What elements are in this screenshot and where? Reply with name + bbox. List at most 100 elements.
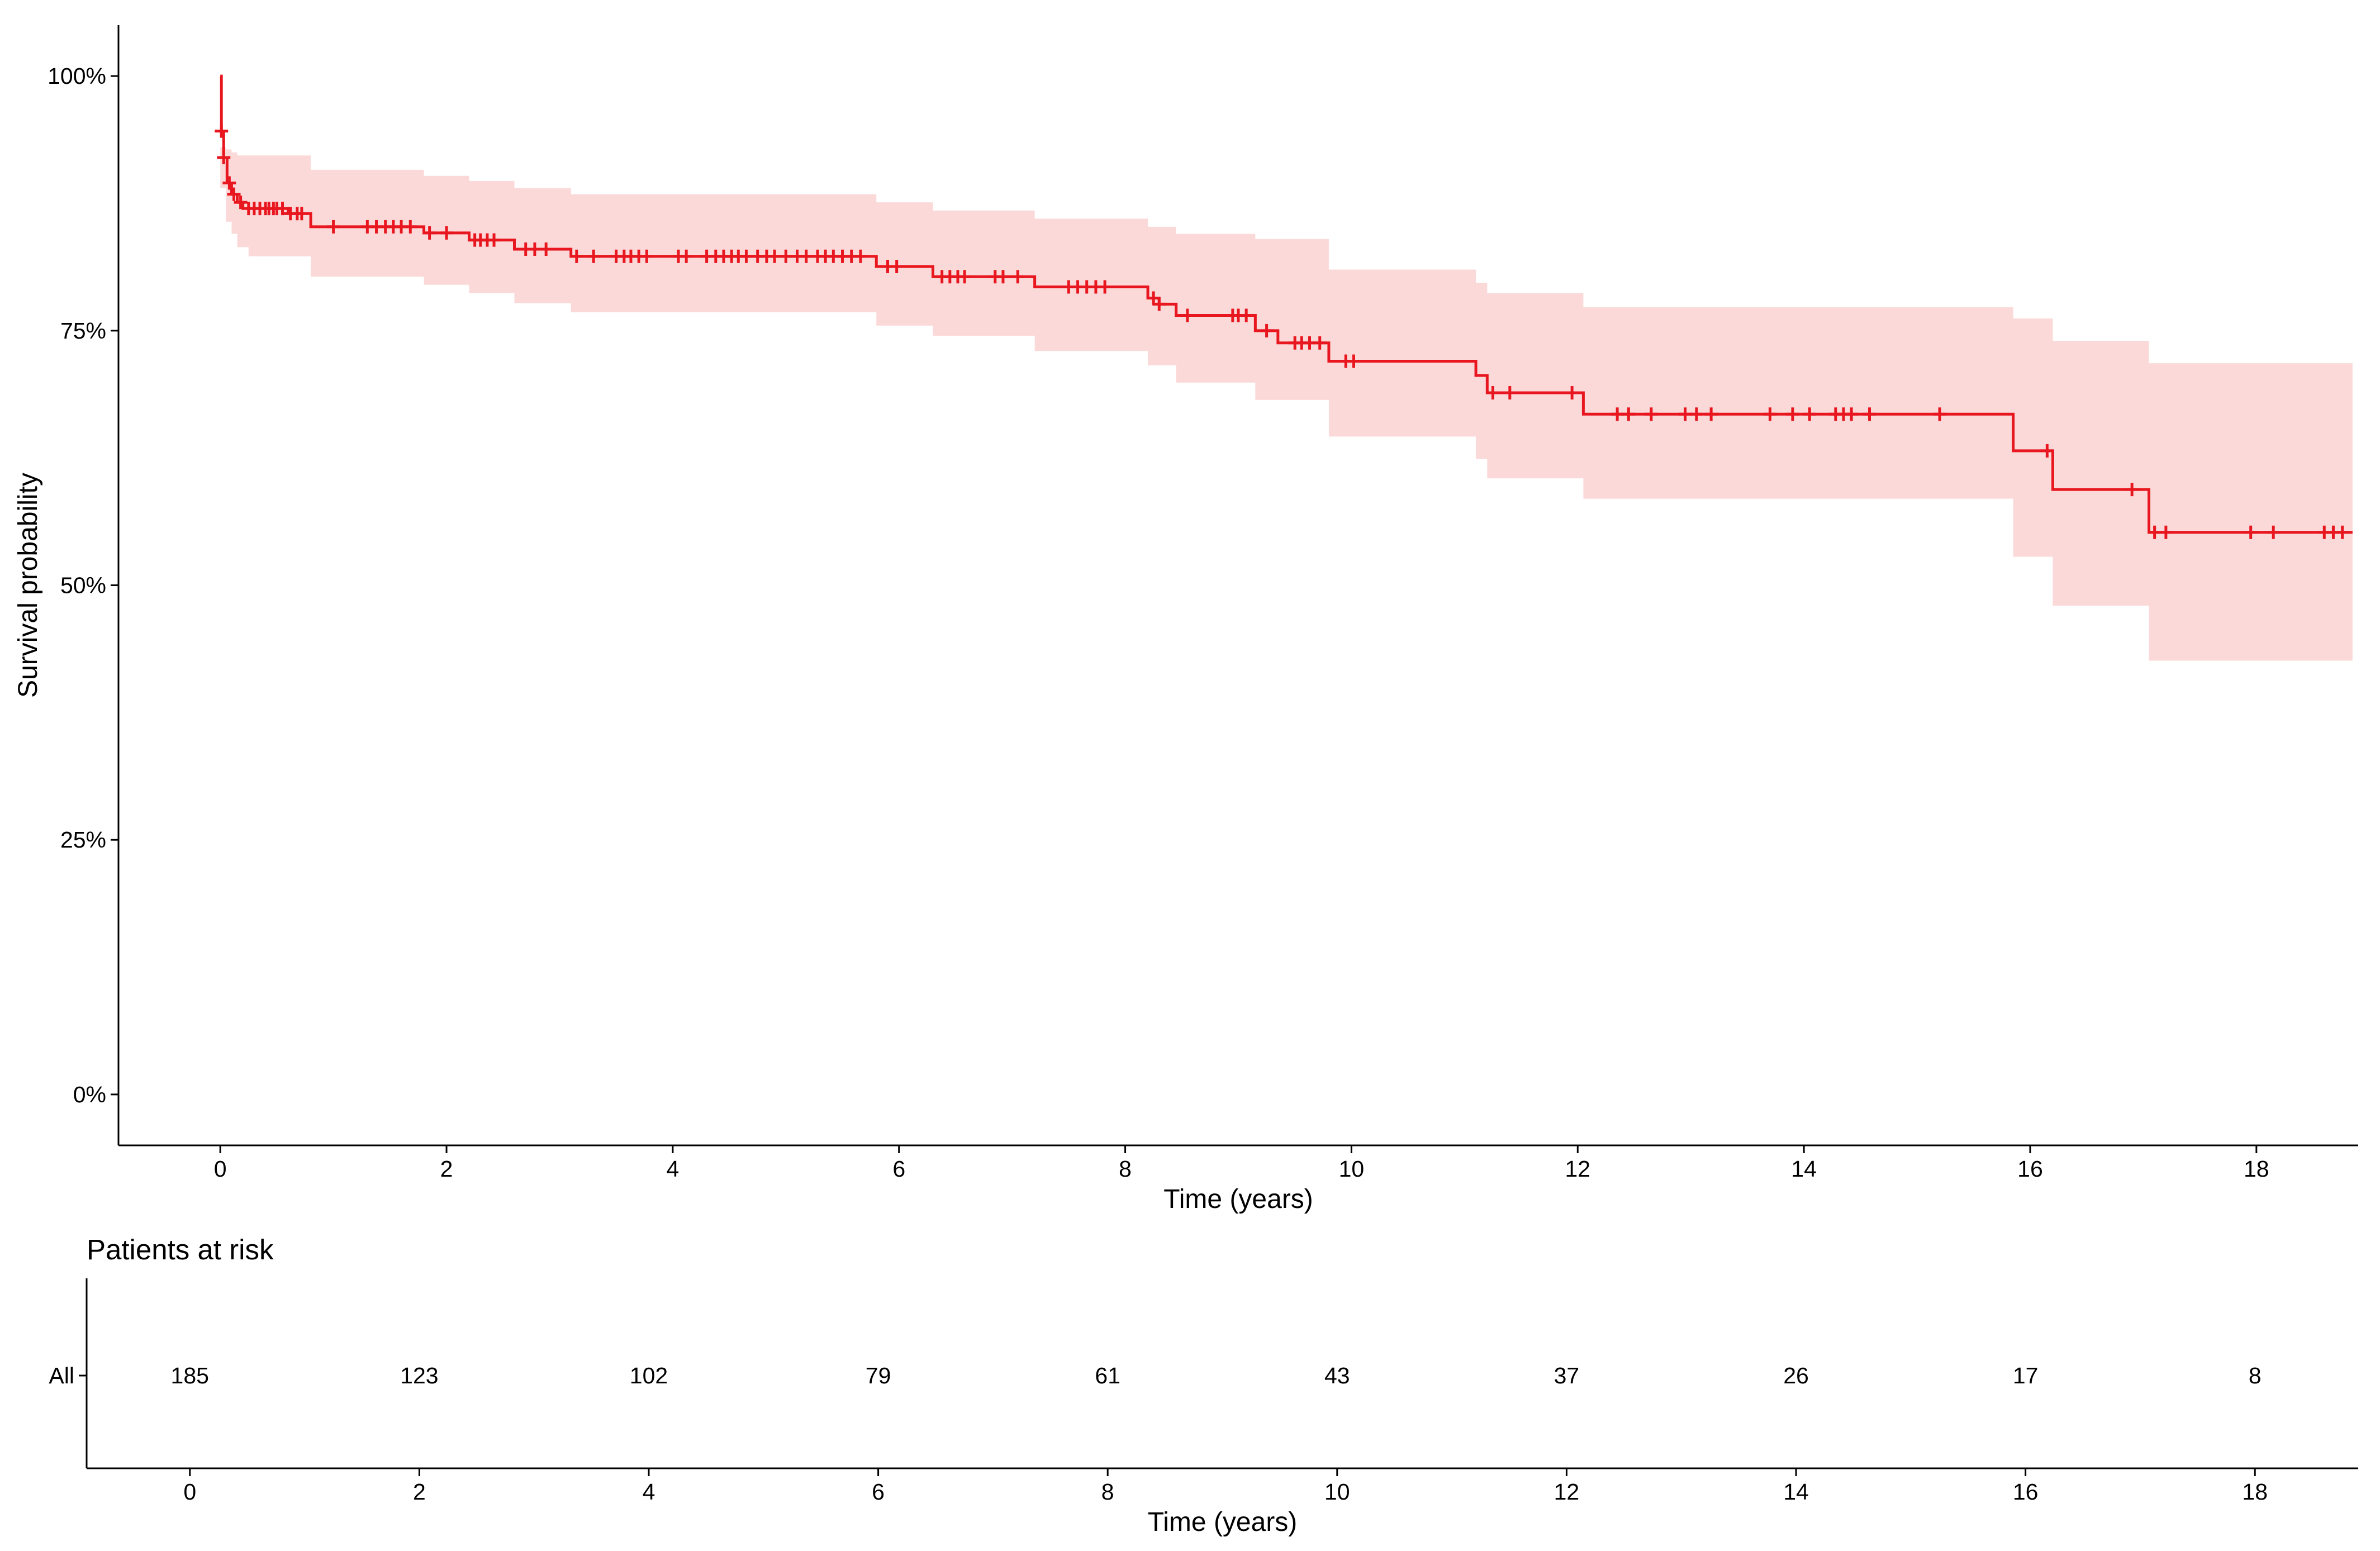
survival-plot: 0% 25% 50% 75% 100% 0 2 4 6 8 10 12 14 16 18 Time (ye… <box>13 25 2358 1214</box>
x-tick-label: 4 <box>666 1156 679 1182</box>
risk-x-tick-label: 14 <box>1783 1479 1809 1505</box>
censor-mark <box>768 249 782 263</box>
y-tick-label: 0% <box>73 1082 106 1107</box>
censor-mark <box>853 249 867 263</box>
censor-mark <box>1347 354 1361 368</box>
risk-x-tick-label: 6 <box>872 1479 885 1505</box>
censor-mark <box>958 270 972 284</box>
censor-mark <box>234 196 248 210</box>
risk-count: 8 <box>2249 1363 2262 1388</box>
x-tick-label: 14 <box>1791 1156 1817 1182</box>
censor-mark <box>799 249 813 263</box>
x-tick-label: 8 <box>1119 1156 1132 1182</box>
censor-mark <box>403 220 417 234</box>
censor-mark <box>2267 525 2281 539</box>
y-tick-label: 25% <box>60 827 106 853</box>
censor-mark <box>1565 386 1579 400</box>
y-tick-label: 50% <box>60 573 106 598</box>
risk-count: 37 <box>1554 1363 1580 1388</box>
censor-mark <box>2125 483 2139 497</box>
censor-mark <box>1239 308 1253 322</box>
censor-mark <box>326 220 340 234</box>
censor-mark <box>1644 407 1658 421</box>
censor-mark <box>779 249 793 263</box>
risk-x-tick-label: 10 <box>1324 1479 1350 1505</box>
censor-mark <box>890 259 904 273</box>
y-axis-ticks: 0% 25% 50% 75% 100% <box>47 63 118 1107</box>
censor-mark <box>1152 297 1166 311</box>
censor-mark <box>1689 407 1703 421</box>
risk-table: Patients at risk All 185 123 102 79 61 43 37 26… <box>49 1234 2358 1537</box>
censor-mark <box>1011 270 1025 284</box>
censor-mark <box>222 176 236 190</box>
risk-count: 43 <box>1324 1363 1350 1388</box>
risk-x-tick-label: 16 <box>2013 1479 2039 1505</box>
risk-x-tick-label: 4 <box>643 1479 655 1505</box>
risk-x-tick-label: 18 <box>2242 1479 2268 1505</box>
censor-mark <box>1803 407 1817 421</box>
x-tick-label: 10 <box>1339 1156 1365 1182</box>
censor-mark <box>2335 525 2349 539</box>
censor-mark <box>1611 407 1624 421</box>
x-axis-title: Time (years) <box>1163 1184 1313 1214</box>
censor-mark <box>1933 407 1947 421</box>
risk-x-tick-label: 12 <box>1554 1479 1580 1505</box>
censor-mark <box>227 187 241 201</box>
x-tick-label: 6 <box>892 1156 905 1182</box>
risk-x-tick-label: 0 <box>183 1479 196 1505</box>
censor-mark <box>2040 444 2054 458</box>
x-tick-label: 16 <box>2017 1156 2043 1182</box>
censor-mark <box>996 270 1010 284</box>
risk-table-title: Patients at risk <box>87 1234 274 1265</box>
censor-mark <box>528 242 541 256</box>
y-tick-label: 100% <box>47 63 106 89</box>
x-tick-label: 2 <box>440 1156 453 1182</box>
censor-marks <box>215 124 2349 539</box>
risk-count: 185 <box>171 1363 209 1388</box>
censor-mark <box>640 249 654 263</box>
censor-mark <box>1785 407 1799 421</box>
censor-mark <box>294 207 308 221</box>
risk-x-tick-label: 2 <box>413 1479 426 1505</box>
risk-row-label: All <box>49 1363 74 1388</box>
censor-mark <box>1678 407 1692 421</box>
censor-mark <box>2148 525 2162 539</box>
risk-count: 26 <box>1783 1363 1809 1388</box>
risk-count: 61 <box>1095 1363 1120 1388</box>
risk-counts: 185 123 102 79 61 43 37 26 17 8 <box>171 1363 2262 1388</box>
censor-mark <box>1313 336 1327 350</box>
censor-mark <box>1486 386 1500 400</box>
y-axis-title: Survival probability <box>13 473 43 698</box>
censor-mark <box>680 249 693 263</box>
censor-mark <box>1180 308 1194 322</box>
censor-mark <box>217 150 231 164</box>
x-axis-ticks: 0 2 4 6 8 10 12 14 16 18 <box>214 1145 2269 1182</box>
risk-count: 17 <box>2013 1363 2039 1388</box>
censor-mark <box>215 124 229 138</box>
censor-mark <box>422 226 436 240</box>
censor-mark <box>1098 280 1112 294</box>
censor-mark <box>569 249 583 263</box>
confidence-band <box>220 147 2353 661</box>
censor-mark <box>1863 407 1877 421</box>
risk-count: 123 <box>400 1363 438 1388</box>
censor-mark <box>1704 407 1718 421</box>
censor-mark <box>1622 407 1636 421</box>
censor-mark <box>587 249 601 263</box>
x-tick-label: 12 <box>1565 1156 1590 1182</box>
censor-mark <box>1763 407 1777 421</box>
censor-mark <box>1260 323 1274 337</box>
censor-mark <box>2159 525 2173 539</box>
x-tick-label: 18 <box>2244 1156 2269 1182</box>
censor-mark <box>1845 407 1859 421</box>
x-tick-label: 0 <box>214 1156 227 1182</box>
censor-mark <box>2244 525 2258 539</box>
risk-count: 79 <box>866 1363 891 1388</box>
y-tick-label: 75% <box>60 318 106 344</box>
risk-x-axis-ticks: 0 2 4 6 8 10 12 14 16 18 <box>183 1468 2268 1505</box>
censor-mark <box>539 242 553 256</box>
censor-mark <box>440 226 454 240</box>
risk-x-axis-title: Time (years) <box>1148 1507 1298 1537</box>
risk-count: 102 <box>630 1363 668 1388</box>
